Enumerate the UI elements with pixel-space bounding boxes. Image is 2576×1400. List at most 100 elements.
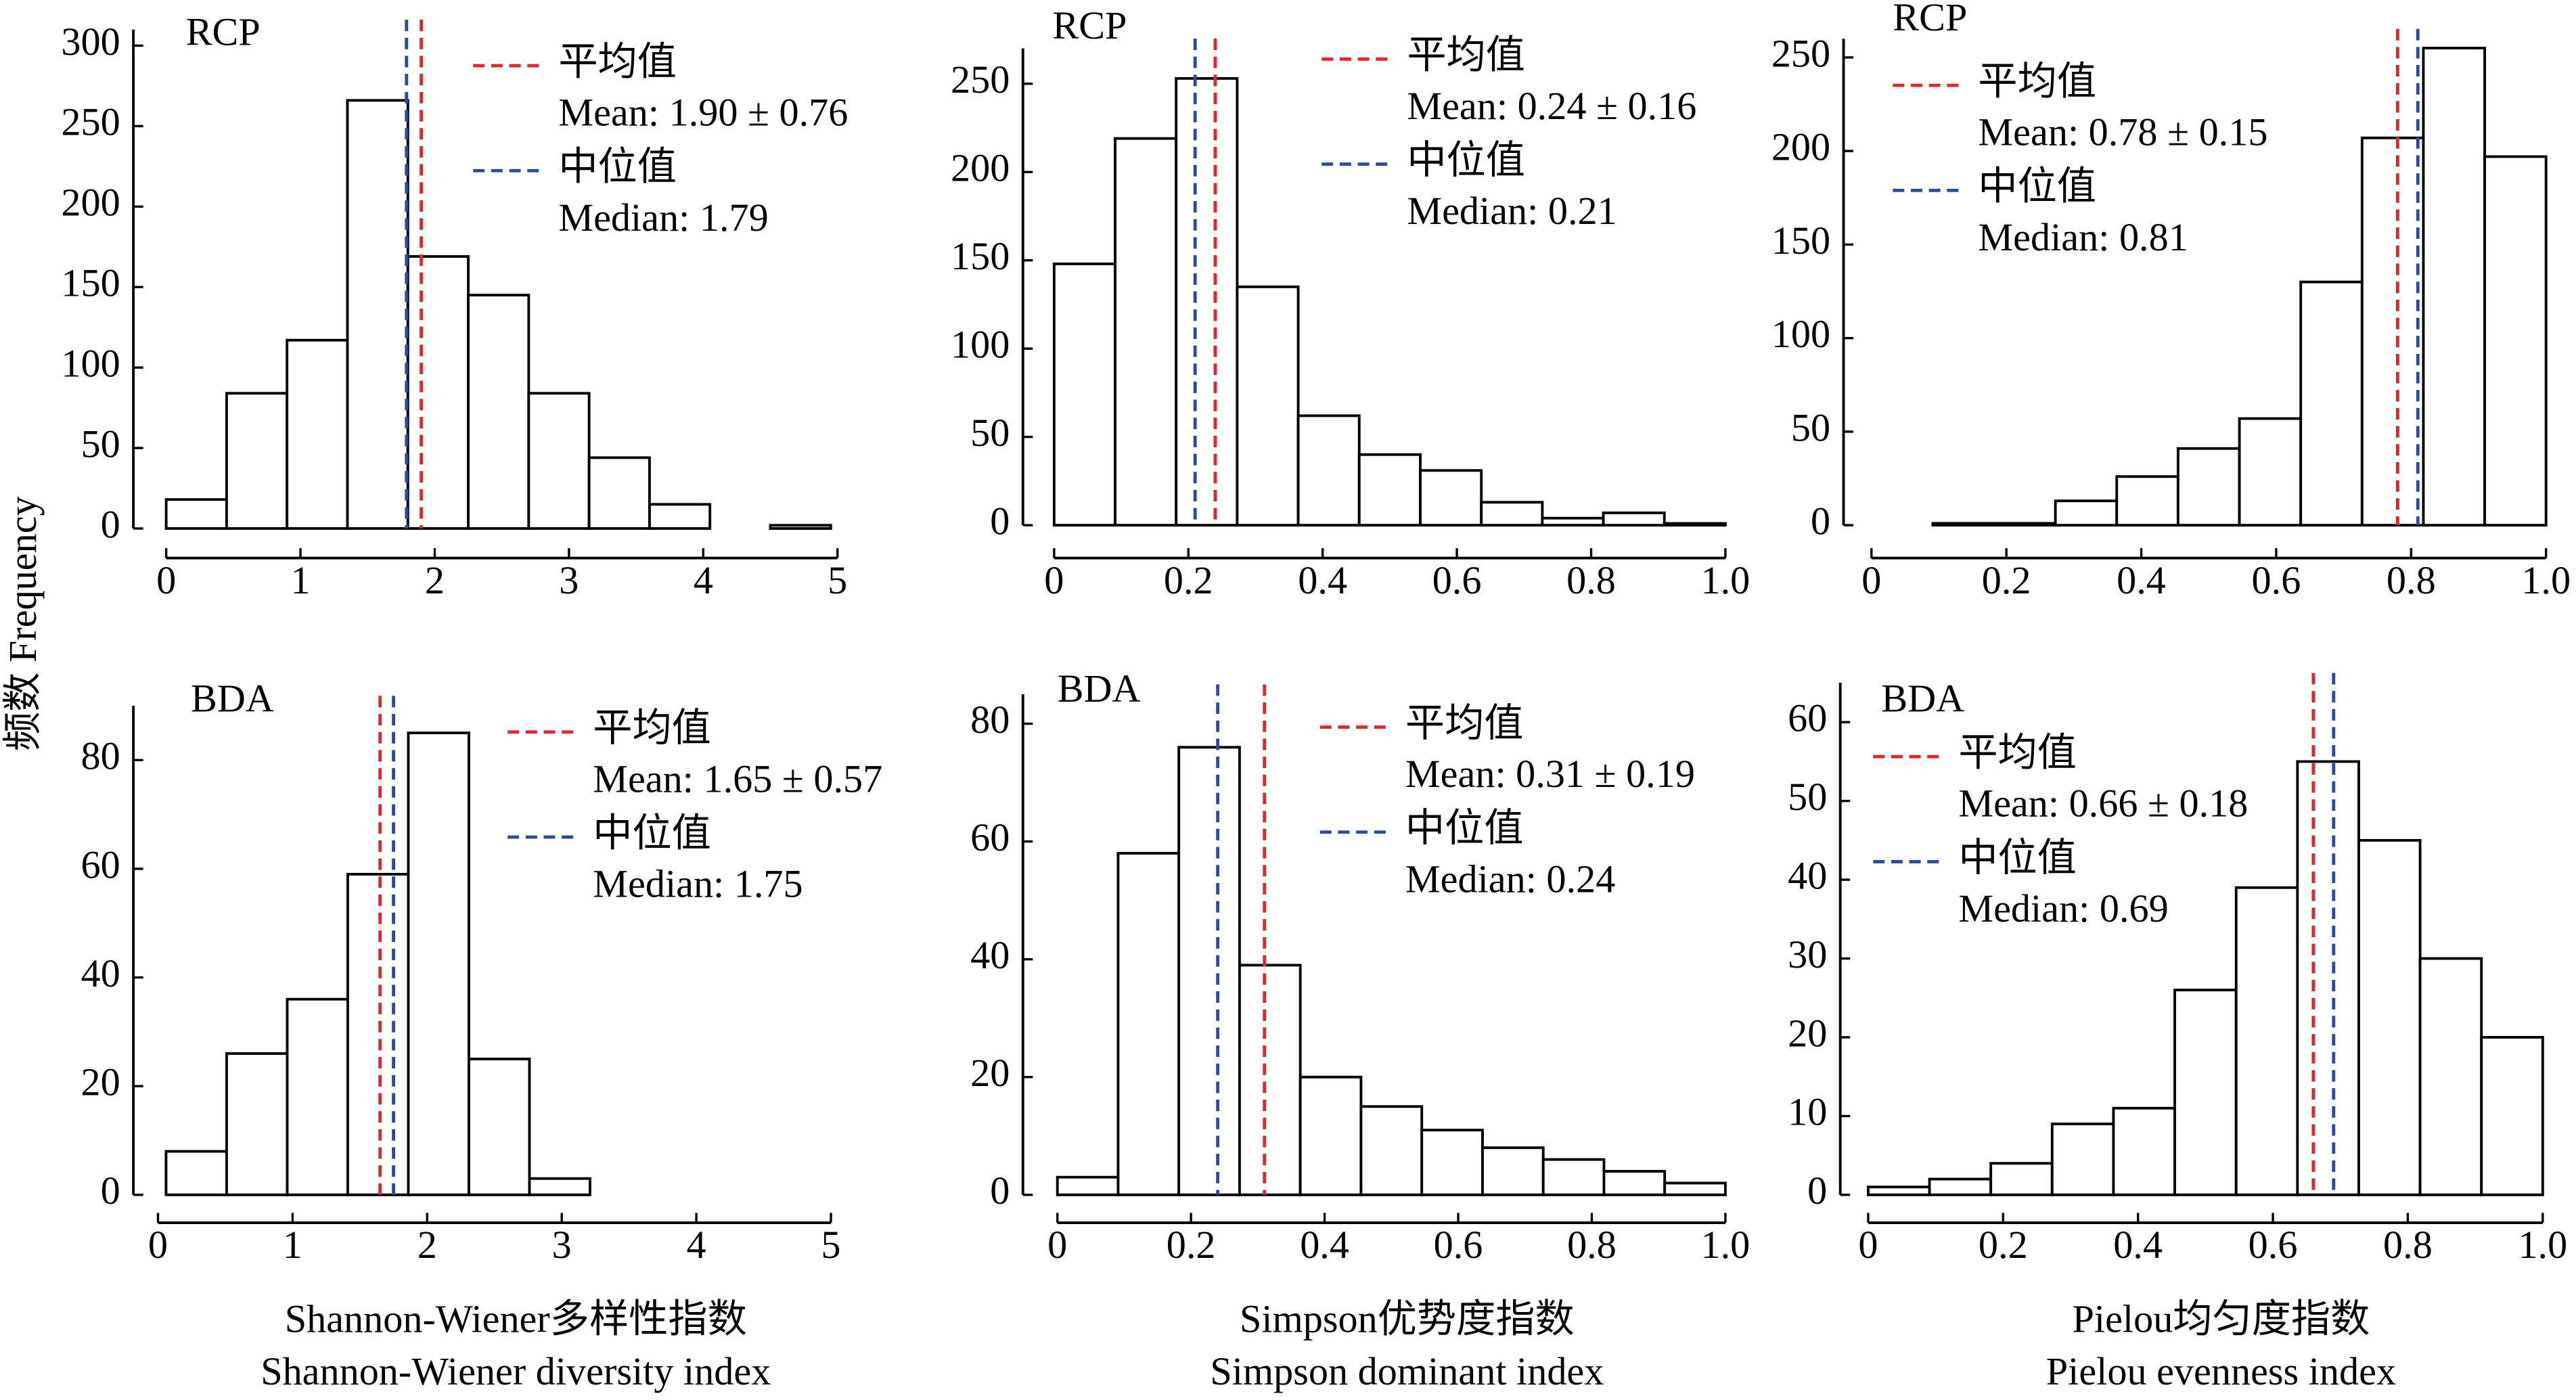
- bar: [1175, 76, 1239, 527]
- bar: [587, 456, 651, 530]
- bar: [2418, 957, 2483, 1196]
- y-tick-label: 200: [61, 181, 120, 225]
- panel-label: RCP: [1052, 3, 1127, 47]
- bar: [2296, 760, 2360, 1196]
- bar: [1928, 1177, 1993, 1196]
- x-tick-label: 0: [1047, 1223, 1067, 1267]
- x-tick-label: 0.8: [1566, 558, 1616, 602]
- y-tick-label: 80: [81, 734, 120, 778]
- bar: [1931, 522, 1995, 527]
- legend-label: Median: 0.81: [1978, 215, 2188, 259]
- bar: [2360, 136, 2425, 527]
- bar: [468, 1058, 531, 1196]
- legend-label: Median: 0.21: [1407, 189, 1617, 233]
- bar: [164, 498, 228, 530]
- x-tick-label: 0.6: [1432, 558, 1482, 602]
- bar: [1420, 1129, 1484, 1196]
- x-tick-label: 0.8: [2383, 1223, 2433, 1267]
- x-axis-label: Pielou均匀度指数: [2073, 1296, 2370, 1340]
- panel-label: RCP: [186, 10, 261, 54]
- y-tick-label: 60: [1788, 696, 1827, 740]
- bar: [2176, 447, 2241, 527]
- bar: [1238, 964, 1302, 1196]
- bar: [2422, 47, 2487, 527]
- x-tick-label: 1.0: [1701, 558, 1750, 602]
- bar: [1663, 522, 1727, 527]
- legend-label: 平均值: [1405, 701, 1524, 745]
- legend-label: 平均值: [1978, 59, 2096, 103]
- x-tick-label: 2: [417, 1223, 437, 1267]
- x-tick-label: 0.2: [1979, 1223, 2028, 1267]
- legend-label: 平均值: [558, 39, 677, 83]
- legend-label: Median: 0.24: [1405, 857, 1615, 901]
- bar: [286, 997, 349, 1196]
- y-tick-label: 40: [970, 933, 1010, 977]
- bar: [1357, 453, 1422, 527]
- legend-label: 中位值: [558, 145, 677, 189]
- bar: [1298, 1075, 1363, 1196]
- y-tick-label: 250: [951, 58, 1010, 101]
- x-tick-label: 5: [821, 1223, 840, 1267]
- y-tick-label: 150: [1771, 219, 1830, 263]
- x-tick-label: 0: [1861, 558, 1881, 602]
- bar: [769, 524, 832, 530]
- y-tick-label: 50: [970, 411, 1010, 455]
- legend-label: Mean: 0.24 ± 0.16: [1407, 84, 1696, 128]
- legend-label: 中位值: [1405, 806, 1524, 850]
- y-tick-label: 30: [1788, 932, 1827, 976]
- x-tick-label: 4: [687, 1223, 706, 1267]
- y-tick-label: 150: [951, 234, 1010, 278]
- bar: [1993, 522, 2057, 527]
- y-tick-label: 200: [951, 146, 1010, 190]
- x-tick-label: 0.6: [1434, 1223, 1483, 1267]
- x-tick-label: 0.4: [2113, 1223, 2163, 1267]
- y-tick-label: 10: [1788, 1090, 1827, 1134]
- x-axis-label: Pielou evenness index: [2046, 1349, 2396, 1393]
- legend-label: Median: 1.79: [558, 196, 768, 240]
- x-tick-label: 1: [290, 558, 310, 602]
- bar: [407, 731, 470, 1196]
- bar: [225, 1052, 289, 1196]
- x-tick-label: 0.2: [1982, 558, 2031, 602]
- panel-label: BDA: [191, 676, 274, 720]
- y-tick-label: 0: [990, 499, 1010, 543]
- legend-label: 中位值: [1958, 836, 2077, 880]
- y-tick-label: 100: [61, 342, 120, 386]
- y-tick-label: 80: [970, 698, 1010, 742]
- bar: [527, 392, 591, 530]
- bar: [406, 255, 470, 530]
- bar: [2480, 1036, 2544, 1196]
- x-tick-label: 0.4: [1300, 1223, 1349, 1267]
- x-tick-label: 0: [1044, 558, 1064, 602]
- bar: [467, 294, 530, 530]
- x-tick-label: 0: [148, 1223, 168, 1267]
- y-tick-label: 60: [970, 815, 1010, 859]
- bar: [1481, 1146, 1545, 1196]
- bar: [1541, 1158, 1606, 1196]
- bar: [1116, 852, 1181, 1196]
- bar: [1989, 1162, 2054, 1196]
- bar: [2299, 280, 2364, 527]
- y-tick-label: 150: [61, 261, 120, 305]
- bar: [1866, 1186, 1931, 1196]
- bar: [346, 873, 410, 1196]
- bar: [164, 1150, 228, 1196]
- bar: [1236, 285, 1300, 527]
- x-tick-label: 0.2: [1164, 558, 1213, 602]
- y-tick-label: 60: [81, 842, 120, 886]
- bar: [286, 338, 349, 530]
- x-tick-label: 0.2: [1167, 1223, 1216, 1267]
- bar: [1052, 262, 1116, 527]
- x-tick-label: 0.6: [2249, 1223, 2298, 1267]
- bar: [2115, 475, 2179, 527]
- y-tick-label: 50: [81, 422, 120, 466]
- bar: [1602, 511, 1666, 527]
- legend-label: 中位值: [1407, 138, 1525, 182]
- y-tick-label: 20: [970, 1051, 1010, 1095]
- legend-label: 平均值: [1958, 731, 2077, 775]
- legend-label: Median: 1.75: [593, 862, 803, 906]
- x-tick-label: 1.0: [2518, 1223, 2567, 1267]
- bar: [1419, 469, 1483, 527]
- x-axis-label: Shannon-Wiener多样性指数: [285, 1296, 747, 1340]
- x-tick-label: 0: [156, 558, 176, 602]
